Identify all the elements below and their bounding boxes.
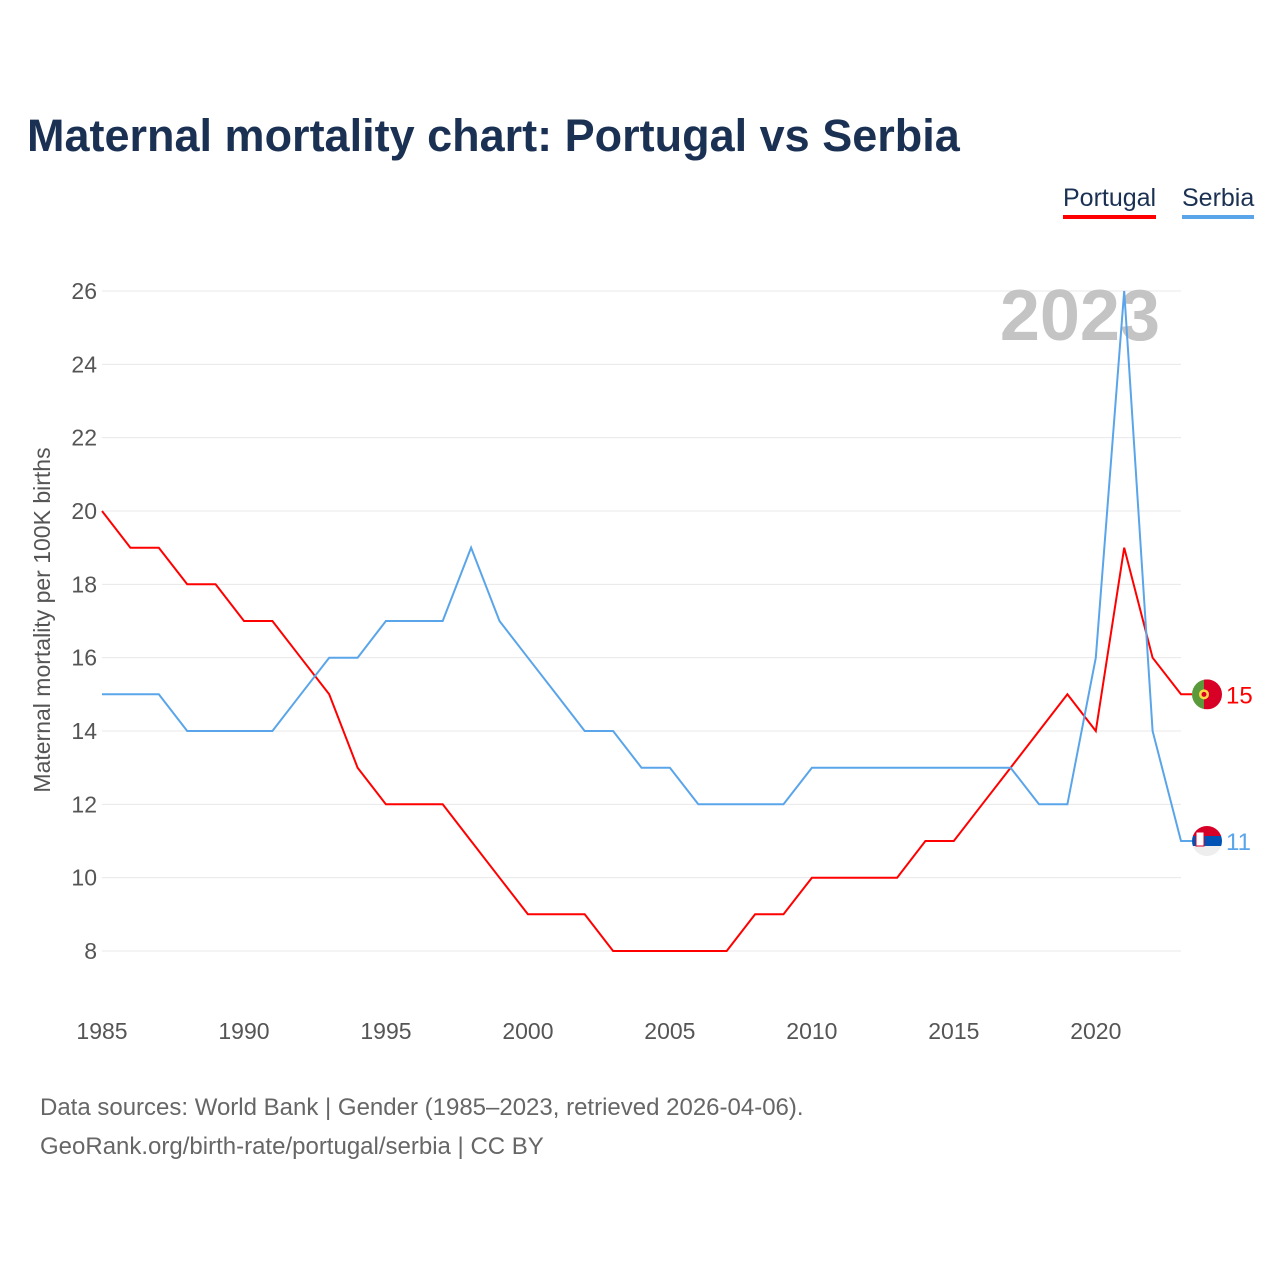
end-value-label-portugal: 15: [1226, 682, 1253, 709]
y-tick-label: 14: [71, 718, 97, 744]
footer: Data sources: World Bank | Gender (1985–…: [40, 1088, 804, 1166]
y-tick-label: 20: [71, 498, 97, 524]
y-axis-label: Maternal mortality per 100K births: [29, 447, 55, 792]
x-tick-label: 2015: [928, 1018, 979, 1044]
y-tick-label: 18: [71, 571, 97, 597]
legend-portugal[interactable]: Portugal: [1063, 184, 1157, 219]
portugal-flag-icon: [1192, 679, 1222, 710]
series-line-serbia: [102, 290, 1192, 842]
y-tick-label: 16: [71, 645, 97, 671]
x-tick-label: 2000: [502, 1018, 553, 1044]
y-tick-label: 10: [71, 865, 97, 891]
x-tick-label: 1990: [218, 1018, 269, 1044]
data-source: Data sources: World Bank | Gender (1985–…: [40, 1094, 804, 1121]
y-tick-label: 8: [84, 938, 97, 964]
year-watermark: 2023: [1000, 276, 1160, 356]
serbia-flag-icon: [1192, 826, 1222, 856]
y-tick-label: 12: [71, 791, 97, 817]
series-line-portugal: [101, 510, 1192, 952]
attribution-link[interactable]: GeoRank.org/birth-rate/portugal/serbia |…: [40, 1133, 544, 1160]
x-tick-label: 1995: [360, 1018, 411, 1044]
y-tick-label: 22: [71, 425, 97, 451]
y-tick-label: 26: [71, 278, 97, 304]
x-tick-label: 2010: [786, 1018, 837, 1044]
y-tick-label: 24: [71, 351, 97, 377]
legend-serbia[interactable]: Serbia: [1182, 184, 1255, 219]
chart-title: Maternal mortality chart: Portugal vs Se…: [27, 110, 960, 161]
x-tick-label: 2005: [644, 1018, 695, 1044]
x-tick-label: 2020: [1070, 1018, 1121, 1044]
x-tick-label: 1985: [76, 1018, 127, 1044]
end-value-label-serbia: 11: [1226, 829, 1251, 856]
